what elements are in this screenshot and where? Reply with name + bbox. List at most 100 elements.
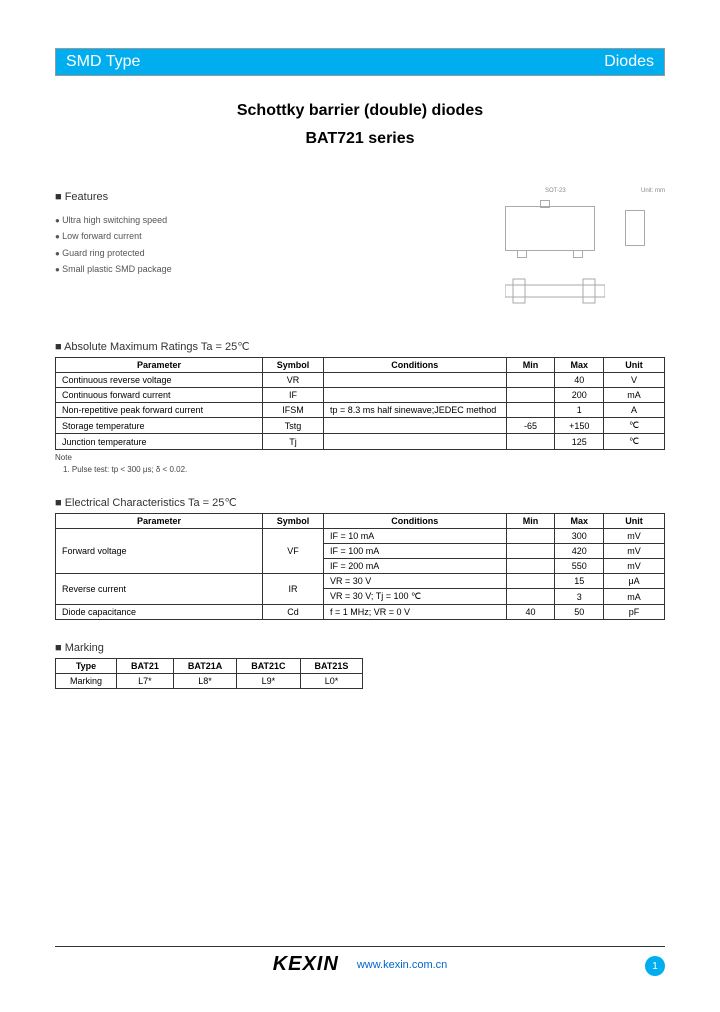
table-cell: Tstg	[263, 418, 324, 434]
footer: KEXIN www.kexin.com.cn	[55, 946, 665, 976]
table-cell: Continuous reverse voltage	[56, 373, 263, 388]
table-cell: L9*	[237, 674, 300, 689]
title-line1: Schottky barrier (double) diodes	[55, 102, 665, 120]
table-header: Symbol	[263, 358, 324, 373]
table-cell: IF = 200 mA	[323, 559, 506, 574]
table-cell: L0*	[300, 674, 363, 689]
table-row: Diode capacitanceCdf = 1 MHz; VR = 0 V40…	[56, 605, 665, 620]
page-number: 1	[645, 956, 665, 976]
package-diagram: SOT-23 Unit: mm	[485, 188, 665, 318]
title-block: Schottky barrier (double) diodes BAT721 …	[55, 102, 665, 148]
elec-section: Electrical Characteristics Ta = 25℃ Para…	[55, 496, 665, 620]
table-cell: Diode capacitance	[56, 605, 263, 620]
table-cell: VF	[263, 529, 324, 574]
table-cell: IR	[263, 574, 324, 605]
pkg-outline-top	[505, 206, 595, 251]
note-text: 1. Pulse test: tp < 300 μs; δ < 0.02.	[63, 465, 665, 474]
table-cell: 550	[555, 559, 604, 574]
note-label: Note	[55, 453, 665, 462]
table-cell	[323, 388, 506, 403]
table-cell	[506, 559, 555, 574]
table-cell: 40	[506, 605, 555, 620]
pkg-pin-top	[540, 200, 550, 208]
pkg-pin-br	[573, 250, 583, 258]
logo: KEXIN	[273, 953, 339, 976]
table-header: Unit	[604, 514, 665, 529]
header-left: SMD Type	[66, 53, 140, 71]
table-row: Continuous reverse voltageVR 40V	[56, 373, 665, 388]
features-block: Features Ultra high switching speedLow f…	[55, 188, 172, 318]
table-cell: IF = 10 mA	[323, 529, 506, 544]
header-bar: SMD Type Diodes	[55, 48, 665, 76]
table-header: Unit	[604, 358, 665, 373]
table-cell: mA	[604, 388, 665, 403]
table-cell: f = 1 MHz; VR = 0 V	[323, 605, 506, 620]
table-cell: Forward voltage	[56, 529, 263, 574]
table-cell: L8*	[173, 674, 236, 689]
table-cell: Marking	[56, 674, 117, 689]
table-cell	[506, 388, 555, 403]
table-cell	[506, 434, 555, 450]
table-header: BAT21	[117, 659, 174, 674]
table-cell: IF = 100 mA	[323, 544, 506, 559]
table-row: Junction temperatureTj 125℃	[56, 434, 665, 450]
table-cell: ℃	[604, 418, 665, 434]
marking-heading: Marking	[55, 642, 665, 654]
table-cell: Non-repetitive peak forward current	[56, 403, 263, 418]
table-cell: Cd	[263, 605, 324, 620]
table-cell: 1	[555, 403, 604, 418]
table-cell: 125	[555, 434, 604, 450]
features-heading: Features	[55, 188, 172, 208]
feature-item: Low forward current	[55, 228, 172, 244]
diagram-label-unit: Unit: mm	[641, 188, 665, 194]
table-cell: VR = 30 V	[323, 574, 506, 589]
table-cell: 300	[555, 529, 604, 544]
table-header: Min	[506, 514, 555, 529]
table-cell: Junction temperature	[56, 434, 263, 450]
table-cell: VR	[263, 373, 324, 388]
table-cell: Reverse current	[56, 574, 263, 605]
table-cell: mA	[604, 589, 665, 605]
table-header: Parameter	[56, 358, 263, 373]
feature-item: Guard ring protected	[55, 245, 172, 261]
table-row: Forward voltageVFIF = 10 mA300mV	[56, 529, 665, 544]
table-cell: IFSM	[263, 403, 324, 418]
table-cell	[323, 434, 506, 450]
table-header: Min	[506, 358, 555, 373]
marking-table: TypeBAT21BAT21ABAT21CBAT21SMarkingL7*L8*…	[55, 658, 363, 689]
table-cell: 40	[555, 373, 604, 388]
table-cell	[506, 373, 555, 388]
table-cell: L7*	[117, 674, 174, 689]
feature-item: Ultra high switching speed	[55, 212, 172, 228]
table-cell: Storage temperature	[56, 418, 263, 434]
table-cell	[506, 589, 555, 605]
table-header: Parameter	[56, 514, 263, 529]
table-row: Non-repetitive peak forward currentIFSMt…	[56, 403, 665, 418]
elec-table: ParameterSymbolConditionsMinMaxUnitForwa…	[55, 513, 665, 620]
pkg-side	[625, 210, 645, 246]
table-row: Continuous forward currentIF200mA	[56, 388, 665, 403]
pkg-footprint	[505, 273, 605, 313]
table-header: Conditions	[323, 358, 506, 373]
table-cell: mV	[604, 529, 665, 544]
footer-url: www.kexin.com.cn	[357, 959, 447, 971]
elec-heading: Electrical Characteristics Ta = 25℃	[55, 496, 665, 509]
feature-item: Small plastic SMD package	[55, 261, 172, 277]
table-row: Storage temperatureTstg-65+150℃	[56, 418, 665, 434]
table-cell: Continuous forward current	[56, 388, 263, 403]
header-right: Diodes	[604, 53, 654, 71]
table-cell: ℃	[604, 434, 665, 450]
table-cell: tp = 8.3 ms half sinewave;JEDEC method	[323, 403, 506, 418]
table-cell	[323, 373, 506, 388]
table-cell	[506, 544, 555, 559]
table-cell: Tj	[263, 434, 324, 450]
table-cell: -65	[506, 418, 555, 434]
table-cell: 420	[555, 544, 604, 559]
table-cell: 3	[555, 589, 604, 605]
table-cell: V	[604, 373, 665, 388]
table-header: BAT21A	[173, 659, 236, 674]
table-cell: 15	[555, 574, 604, 589]
table-cell	[323, 418, 506, 434]
table-header: BAT21S	[300, 659, 363, 674]
table-cell: 50	[555, 605, 604, 620]
